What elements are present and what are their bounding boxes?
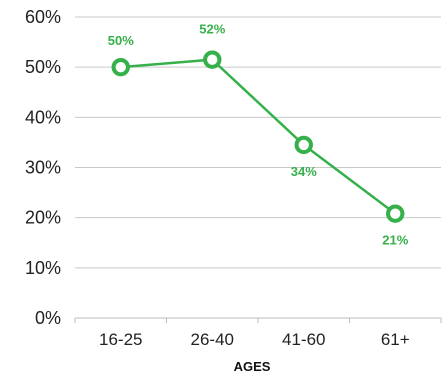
- label-layer: 50% 52% 34% 21%: [108, 22, 409, 248]
- y-tick-label: 0%: [35, 308, 61, 328]
- y-tick-label: 20%: [25, 208, 61, 228]
- data-label: 21%: [382, 233, 408, 248]
- data-point-marker: [203, 50, 222, 69]
- axis-layer: 0% 10% 20% 30% 40% 50% 60% 16-25 26-40 41-60 61+: [25, 7, 442, 349]
- data-label: 50%: [108, 33, 134, 48]
- x-axis-title: AGES: [234, 359, 271, 374]
- x-tick-label: 41-60: [282, 330, 325, 349]
- series-layer: [111, 50, 405, 223]
- data-point-marker: [386, 204, 405, 223]
- y-tick-label: 40%: [25, 107, 61, 127]
- y-tick-label: 60%: [25, 7, 61, 27]
- x-tick-label: 16-25: [99, 330, 142, 349]
- y-tick-label: 10%: [25, 258, 61, 278]
- x-tick-label: 26-40: [191, 330, 234, 349]
- data-label: 52%: [199, 22, 225, 37]
- series-line: [119, 58, 397, 215]
- data-point-marker: [111, 57, 130, 77]
- y-tick-label: 50%: [25, 57, 61, 77]
- grid-layer: [75, 16, 441, 319]
- data-label: 34%: [291, 164, 317, 179]
- y-tick-label: 30%: [25, 158, 61, 178]
- data-point-marker: [294, 135, 313, 155]
- x-tick-label: 61+: [381, 330, 410, 349]
